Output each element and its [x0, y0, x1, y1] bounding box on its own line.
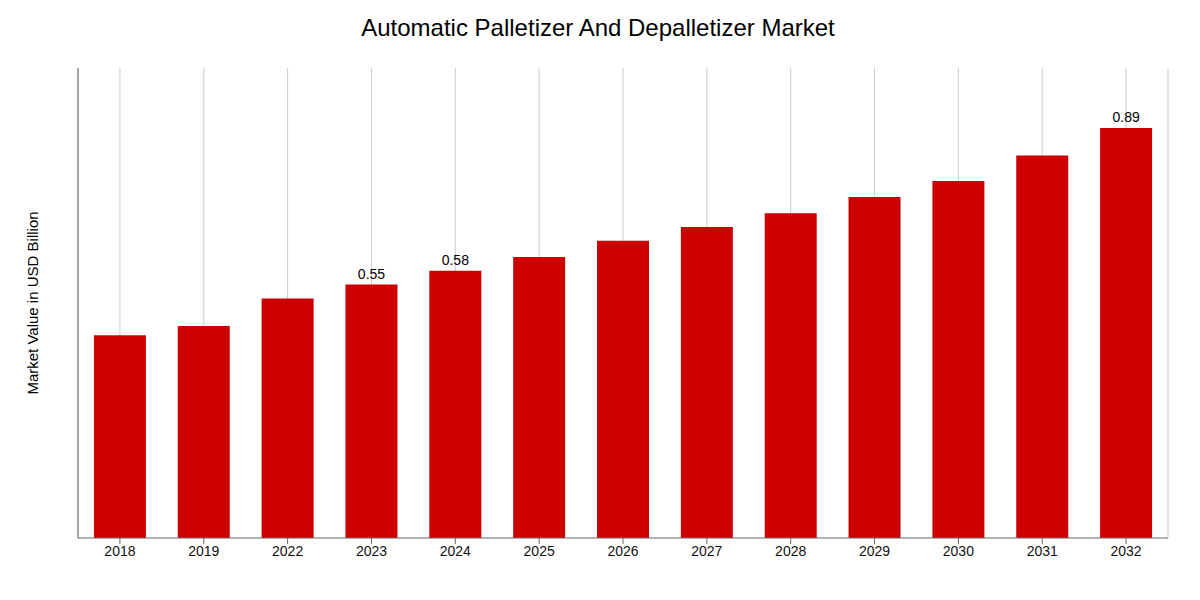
svg-text:2032: 2032: [1110, 543, 1141, 559]
svg-text:2023: 2023: [356, 543, 387, 559]
svg-text:0.55: 0.55: [358, 266, 385, 282]
svg-text:Market Value in USD Billion: Market Value in USD Billion: [24, 211, 41, 394]
svg-text:2026: 2026: [607, 543, 638, 559]
svg-text:2018: 2018: [104, 543, 135, 559]
svg-text:0.58: 0.58: [442, 252, 469, 268]
svg-text:2022: 2022: [272, 543, 303, 559]
svg-text:2029: 2029: [859, 543, 890, 559]
svg-text:2027: 2027: [691, 543, 722, 559]
svg-text:2028: 2028: [775, 543, 806, 559]
svg-text:2019: 2019: [188, 543, 219, 559]
svg-text:0.89: 0.89: [1112, 109, 1139, 125]
svg-text:2030: 2030: [943, 543, 974, 559]
svg-text:2031: 2031: [1027, 543, 1058, 559]
svg-text:2024: 2024: [440, 543, 471, 559]
svg-text:2025: 2025: [524, 543, 555, 559]
html-text:Automatic Palletizer And Depal: Automatic Palletizer And Depalletizer Ma…: [361, 14, 835, 41]
